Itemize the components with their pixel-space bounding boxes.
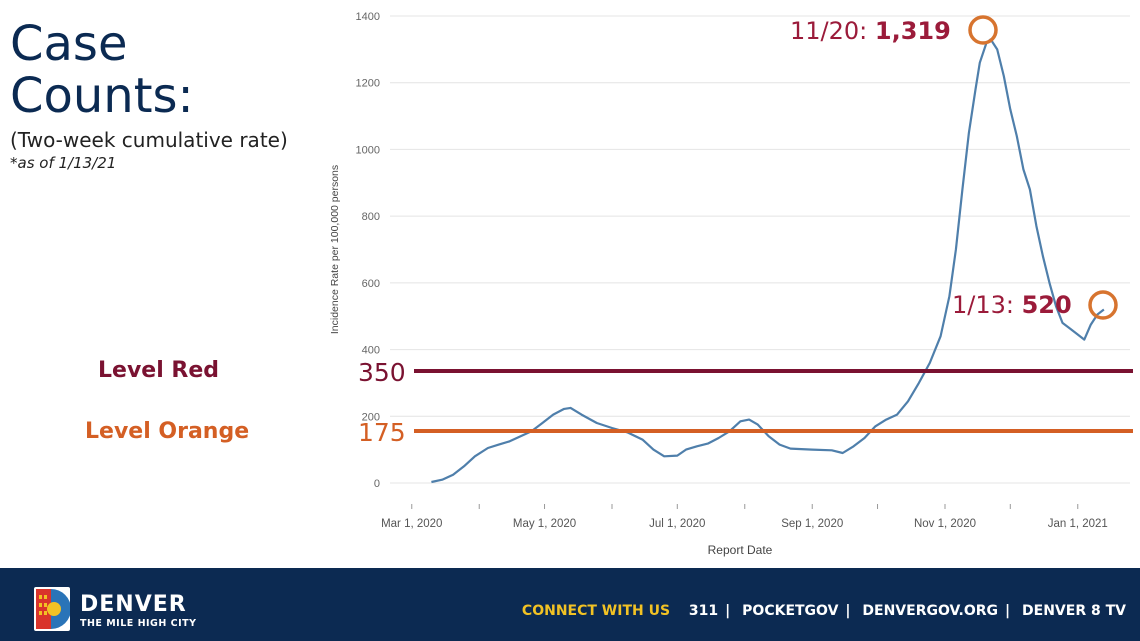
connect-label: CONNECT WITH US: [521, 603, 671, 619]
as-of-date: *as of 1/13/21: [10, 154, 117, 172]
link-pocketgov[interactable]: POCKETGOV: [742, 603, 839, 619]
brand-tagline: THE MILE HIGH CITY: [80, 618, 197, 629]
x-tick-label: Sep 1, 2020: [781, 518, 843, 530]
peak-date: 11/20:: [790, 17, 875, 45]
subtitle: (Two-week cumulative rate): [10, 128, 288, 152]
x-tick-label: Mar 1, 2020: [381, 518, 442, 530]
x-tick-label: May 1, 2020: [513, 518, 576, 530]
x-tick-label: Jul 1, 2020: [649, 518, 705, 530]
y-axis-label: Incidence Rate per 100,000 persons: [329, 165, 341, 334]
heading-block: Case Counts: (Two-week cumulative rate) …: [10, 18, 340, 172]
y-tick-label: 1200: [356, 78, 380, 90]
y-tick-label: 1000: [356, 144, 380, 156]
link-denvergov[interactable]: DENVERGOV.ORG: [862, 603, 999, 619]
threshold-label: 175: [358, 418, 406, 447]
peak-callout: 11/20: 1,319: [790, 17, 951, 45]
footer-bar: DENVER THE MILE HIGH CITY CONNECT WITH U…: [0, 568, 1140, 641]
y-tick-label: 800: [362, 211, 380, 223]
y-tick-label: 1400: [356, 11, 380, 23]
title-line1: Case: [10, 16, 128, 72]
y-tick-label: 0: [374, 478, 380, 490]
threshold-label: 350: [358, 358, 406, 387]
level-red-label: Level Red: [98, 358, 220, 383]
title-line2: Counts:: [10, 68, 194, 124]
peak-value: 1,319: [875, 17, 951, 45]
x-tick-label: Jan 1, 2021: [1048, 518, 1108, 530]
connect-bar: CONNECT WITH US 311 | POCKETGOV | DENVERGO…: [521, 603, 1126, 619]
x-tick-label: Nov 1, 2020: [914, 518, 976, 530]
case-count-chart: 0 200 400 600 800 1000 1200 1400 Mar 1, 2020 May …: [329, 11, 1133, 557]
latest-circle: [1088, 290, 1118, 320]
latest-value: 520: [1022, 291, 1072, 319]
level-orange-label: Level Orange: [85, 419, 250, 444]
x-axis-label: Report Date: [708, 543, 773, 557]
peak-circle: [968, 15, 998, 45]
latest-callout: 1/13: 520: [952, 291, 1072, 319]
y-tick-label: 400: [362, 345, 380, 357]
case-rate-line: [431, 38, 1105, 484]
link-311[interactable]: 311: [688, 603, 719, 619]
denver-logo-icon: [34, 587, 70, 631]
y-tick-label: 600: [362, 278, 380, 290]
brand-name: DENVER: [80, 592, 187, 617]
y-tick-label: 200: [362, 411, 380, 423]
link-denver8tv[interactable]: DENVER 8 TV: [1022, 603, 1126, 619]
latest-date: 1/13:: [952, 291, 1022, 319]
